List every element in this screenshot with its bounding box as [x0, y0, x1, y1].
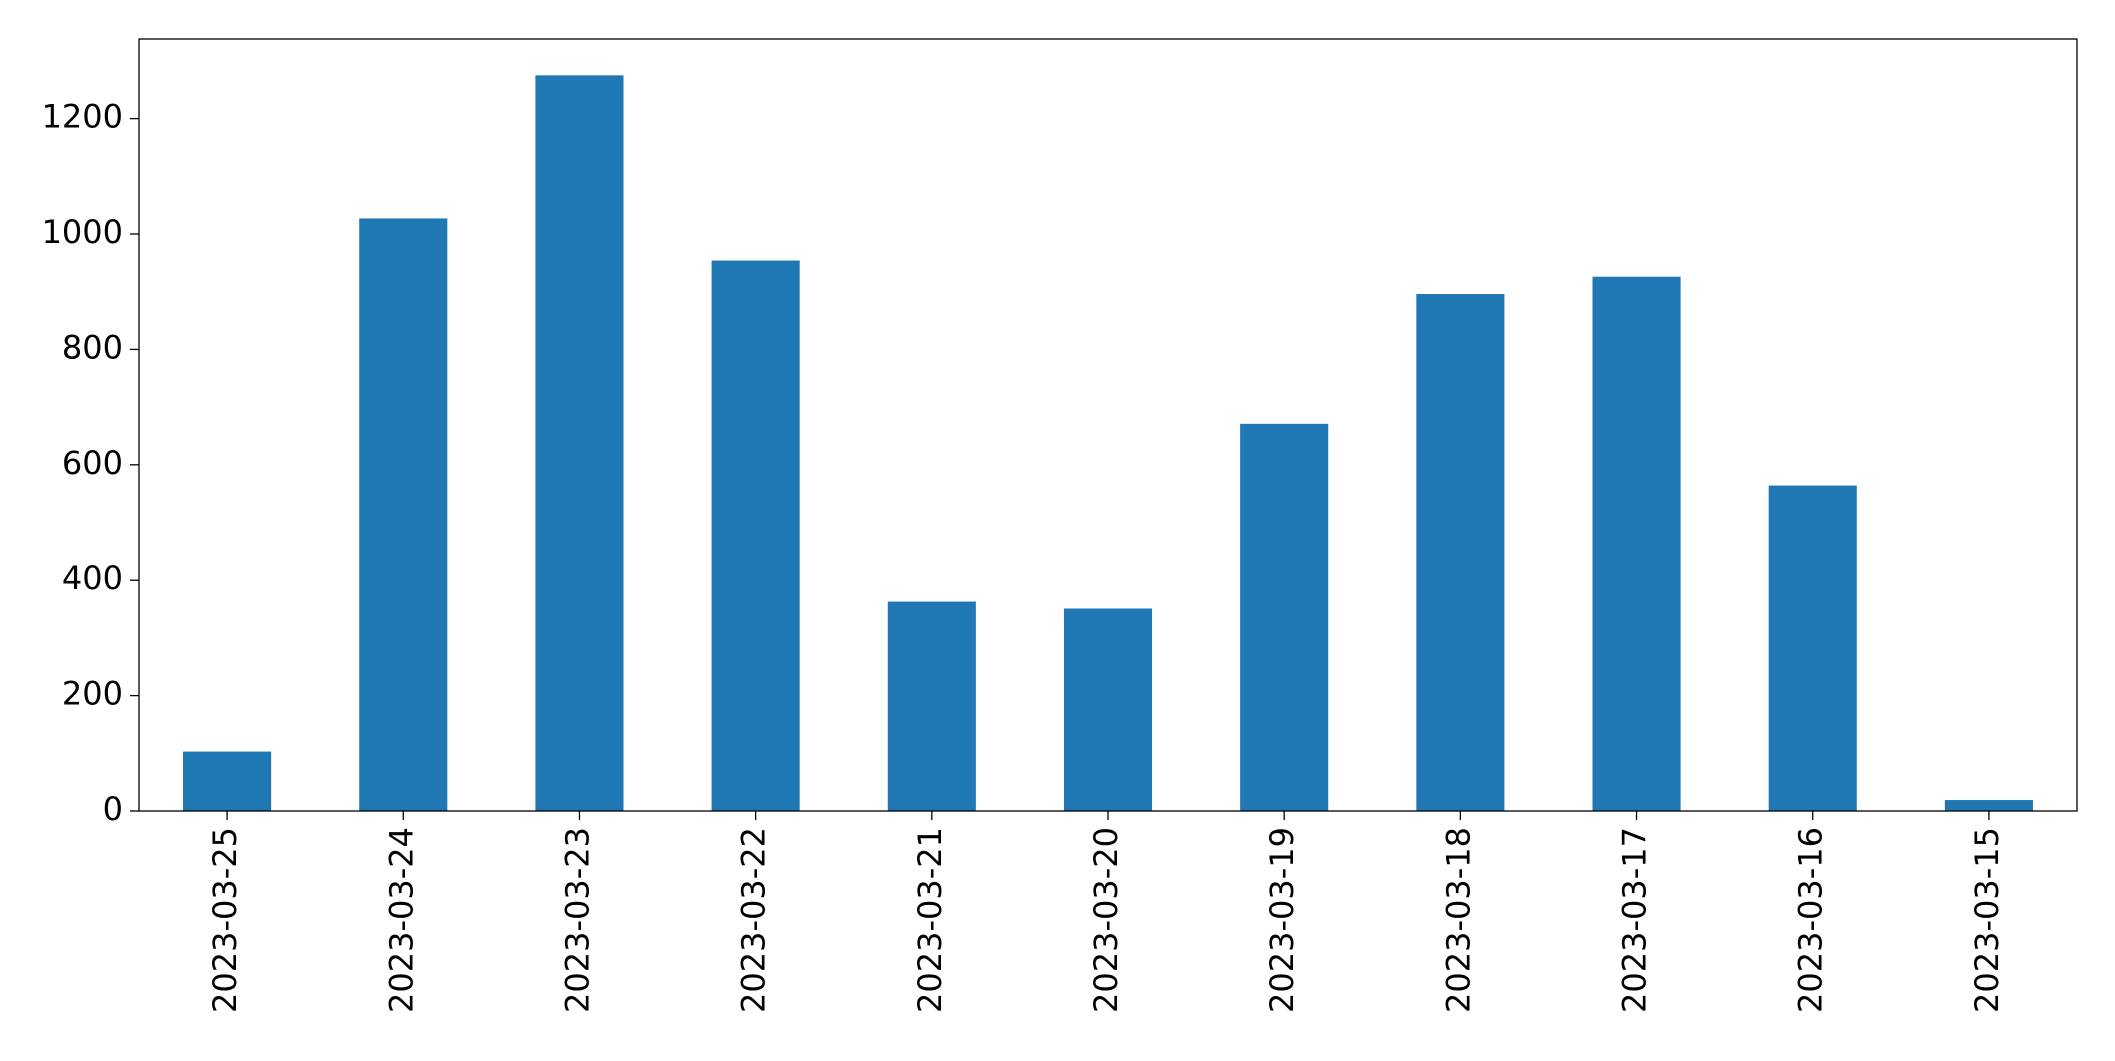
x-tick-label: 2023-03-25: [206, 827, 244, 1013]
bar: [183, 751, 272, 811]
bar: [359, 218, 448, 811]
y-tick-label: 1000: [42, 213, 123, 251]
bar: [1240, 423, 1329, 811]
bar: [1416, 294, 1505, 812]
y-tick-label: 800: [62, 328, 123, 366]
bar: [535, 75, 624, 811]
x-tick-label: 2023-03-24: [382, 827, 420, 1013]
bar: [1768, 485, 1857, 811]
y-tick-label: 600: [62, 444, 123, 482]
bar: [711, 260, 800, 811]
y-tick-label: 0: [103, 790, 123, 828]
x-tick-label: 2023-03-22: [735, 827, 773, 1013]
x-tick-label: 2023-03-19: [1263, 827, 1301, 1013]
x-tick-label: 2023-03-21: [911, 827, 949, 1013]
x-tick-label: 2023-03-20: [1087, 827, 1125, 1013]
y-tick-label: 200: [62, 675, 123, 713]
x-tick-label: 2023-03-15: [1968, 827, 2006, 1013]
y-tick-label: 1200: [42, 98, 123, 136]
x-tick-label: 2023-03-23: [558, 827, 596, 1013]
x-tick-label: 2023-03-16: [1792, 827, 1830, 1013]
bar: [887, 601, 976, 811]
plot-frame: [138, 38, 2078, 812]
y-tick-label: 400: [62, 559, 123, 597]
x-tick-label: 2023-03-17: [1616, 827, 1654, 1013]
bar: [1592, 276, 1681, 811]
bar: [1944, 800, 2033, 811]
bar: [1063, 608, 1153, 811]
x-tick-label: 2023-03-18: [1439, 827, 1477, 1013]
